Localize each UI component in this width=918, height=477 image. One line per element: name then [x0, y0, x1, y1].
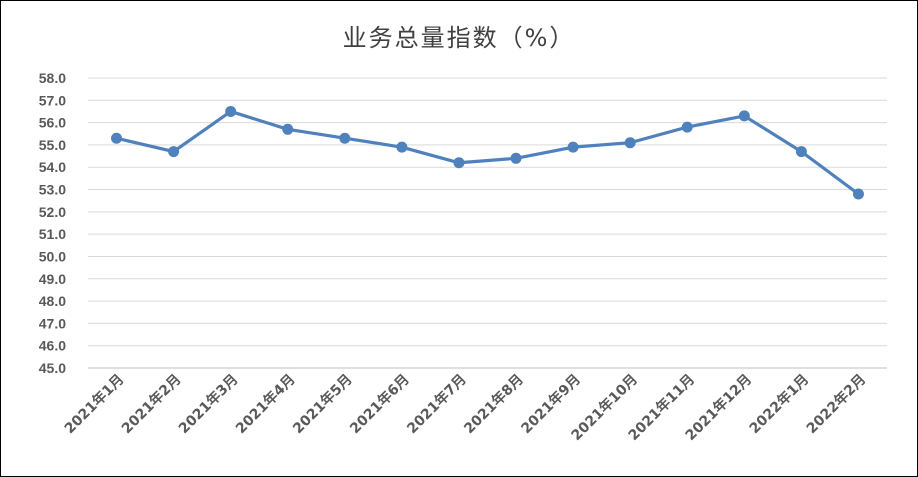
y-tick-label: 52.0 [39, 204, 66, 220]
x-tick-label: 2021年3月 [175, 371, 241, 437]
data-point [111, 132, 123, 144]
x-tick-label: 2021年2月 [118, 371, 184, 437]
data-point [453, 157, 465, 169]
data-point [624, 137, 636, 149]
y-axis: 45.0 46.0 47.0 48.0 49.0 50.0 51.0 52.0 53.0 54.0… [39, 70, 66, 376]
x-tick-label: 2021年7月 [404, 371, 470, 437]
data-point [852, 188, 864, 200]
y-tick-label: 46.0 [39, 338, 66, 354]
data-point [738, 110, 750, 122]
y-tick-label: 49.0 [39, 271, 66, 287]
y-tick-label: 48.0 [39, 293, 66, 309]
y-tick-label: 47.0 [39, 315, 66, 331]
data-point [795, 146, 807, 158]
x-tick-label: 2021年5月 [289, 371, 355, 437]
data-point [225, 105, 237, 117]
x-tick-label: 2021年6月 [346, 371, 412, 437]
series-group [111, 105, 864, 200]
x-tick-label: 2021年8月 [461, 371, 527, 437]
y-tick-label: 50.0 [39, 248, 66, 264]
y-tick-label: 57.0 [39, 92, 66, 108]
data-point [168, 146, 180, 158]
gridlines [88, 77, 887, 369]
y-tick-label: 51.0 [39, 226, 66, 242]
data-point [567, 141, 579, 153]
chart-title: 业务总量指数（%） [343, 24, 576, 52]
x-tick-label: 2021年4月 [232, 371, 298, 437]
y-tick-label: 54.0 [39, 159, 66, 175]
data-point [396, 141, 408, 153]
x-axis: 2021年1月2021年2月2021年3月2021年4月2021年5月2021年… [61, 371, 869, 444]
y-tick-label: 45.0 [39, 360, 66, 376]
y-tick-label: 55.0 [39, 137, 66, 153]
data-point [282, 123, 294, 135]
y-tick-label: 58.0 [39, 70, 66, 86]
series-line [116, 109, 860, 196]
x-tick-label: 2021年1月 [61, 371, 127, 437]
data-point [339, 132, 351, 144]
data-point [510, 152, 522, 164]
y-tick-label: 53.0 [39, 182, 66, 198]
x-tick-label: 2022年1月 [746, 371, 812, 437]
y-tick-label: 56.0 [39, 115, 66, 131]
data-point [681, 121, 693, 133]
x-tick-label: 2022年2月 [803, 371, 869, 437]
